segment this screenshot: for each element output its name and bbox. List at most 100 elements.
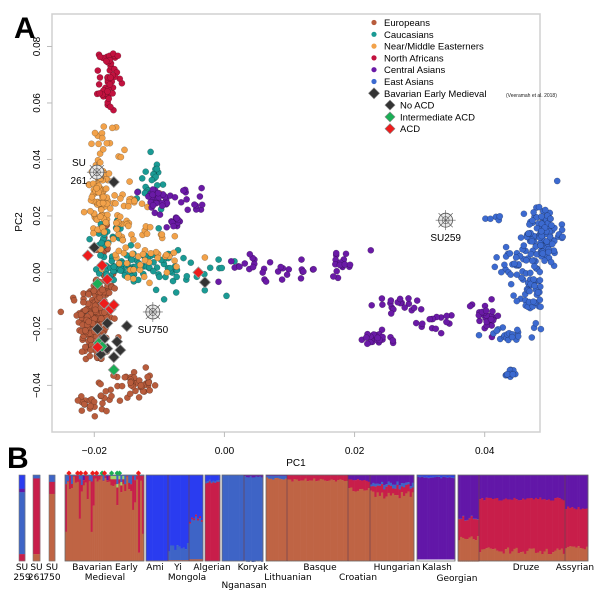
bar-segment-purple [433, 477, 437, 560]
bar-segment-brown [560, 548, 564, 562]
bar-segment-steel-blue [230, 475, 234, 562]
bar-segment-crimson [558, 498, 561, 551]
bar-segment-steel-blue [208, 479, 211, 482]
bar-segment-brown [337, 479, 340, 562]
bar-segment-brown [142, 533, 145, 562]
bar-segment-brown [302, 480, 305, 562]
data-point [138, 200, 146, 208]
sample-marker-su750: SU750 [138, 301, 169, 336]
bar-segment-steel-blue [226, 475, 229, 562]
individual-bar [313, 475, 316, 562]
bar-segment-brown [82, 485, 86, 562]
bar-segment-brown [330, 479, 334, 562]
bar-segment-steel-blue [403, 483, 406, 488]
bar-segment-crimson [102, 480, 105, 482]
bar-segment-steel-blue [86, 475, 89, 477]
data-point [130, 266, 137, 274]
target-ring [93, 168, 101, 176]
bar-segment-light-green [112, 475, 115, 480]
individual-bar [287, 475, 290, 562]
individual-bar [372, 475, 375, 562]
bar-segment-brown [116, 505, 119, 562]
individual-bar [534, 475, 538, 562]
y-tick-label: −0.02 [32, 316, 43, 342]
data-point [510, 292, 517, 299]
bar-segment-steel-blue [178, 546, 181, 561]
bar-segment-brown [328, 480, 331, 562]
bar-segment-crimson [541, 499, 544, 555]
bar-segment-crimson [509, 499, 512, 554]
bar-segment-brown [293, 478, 297, 562]
individual-bar [150, 475, 153, 562]
data-point [166, 264, 174, 272]
population-label-assyrian: Assyrian [556, 563, 594, 573]
bar-segment-brown [462, 537, 465, 562]
bar-segment-purple [515, 475, 518, 500]
bar-segment-steel-blue [108, 475, 111, 477]
data-point [148, 176, 156, 184]
individual-bar [112, 475, 115, 562]
bar-segment-steel-blue [218, 480, 221, 483]
bar-segment-crimson [116, 487, 119, 506]
individual-bar [222, 475, 225, 562]
individual-bar-su261 [32, 474, 41, 562]
sample-label: SU [72, 158, 86, 169]
bar-segment-brown [506, 547, 510, 562]
bar-segment-crimson [359, 480, 362, 490]
data-point [518, 274, 525, 282]
bar-segment-crimson [581, 508, 585, 549]
bar-segment-crimson [317, 475, 320, 481]
bar-segment-crimson [575, 509, 578, 548]
bar-segment-steel-blue [400, 483, 404, 487]
bar-segment-purple [354, 475, 358, 481]
label-line: Basque [303, 563, 337, 573]
data-point [368, 301, 376, 309]
data-point [126, 178, 133, 185]
legend-label: Central Asians [384, 65, 446, 76]
bar-segment-crimson [552, 500, 555, 553]
bar-segment-crimson [297, 475, 301, 482]
data-point [103, 407, 110, 415]
bar-segment-blue [436, 475, 439, 477]
data-point [85, 291, 93, 298]
bar-segment-brown [195, 559, 198, 562]
bar-segment-purple [385, 475, 388, 485]
label-line: 259 [13, 573, 31, 583]
bar-segment-brown [356, 490, 360, 562]
bar-segment-crimson [321, 475, 325, 480]
data-point [527, 250, 535, 258]
bar-segment-purple [569, 475, 572, 509]
individual-label: SU 261 [28, 563, 45, 583]
individual-bar [94, 475, 97, 562]
data-point [410, 304, 418, 312]
bar-segment-brown [287, 479, 290, 562]
bar-segment-crimson [199, 516, 202, 519]
data-point [513, 297, 521, 305]
data-point [494, 312, 502, 320]
individual-bar [159, 475, 162, 562]
data-point [77, 393, 85, 400]
bar-segment-purple [560, 475, 564, 500]
individual-bar [126, 475, 129, 562]
bar-segment-crimson [348, 479, 351, 489]
bar-segment-steel-blue [411, 482, 415, 488]
individual-bar [511, 475, 514, 562]
data-point [88, 140, 95, 148]
bar-segment-crimson [513, 497, 516, 550]
individual-bar [354, 475, 358, 562]
bar-segment-purple [247, 475, 250, 478]
bar-segment-steel-blue [104, 475, 107, 477]
individual-bar [549, 475, 553, 562]
bar-segment-brown [367, 488, 371, 562]
individual-bar [191, 475, 194, 562]
label-line: Nganasan [221, 581, 267, 591]
bar-segment-crimson [80, 484, 84, 492]
data-point [198, 184, 205, 192]
individual-bar [249, 475, 252, 561]
sample-label: 261 [71, 176, 88, 187]
bar-segment-blue [163, 475, 167, 561]
bar-segment-steel-blue [224, 475, 227, 562]
bar-segment-steel-blue [237, 475, 240, 562]
individual-bar [148, 475, 151, 562]
bar-segment-crimson [88, 480, 91, 482]
